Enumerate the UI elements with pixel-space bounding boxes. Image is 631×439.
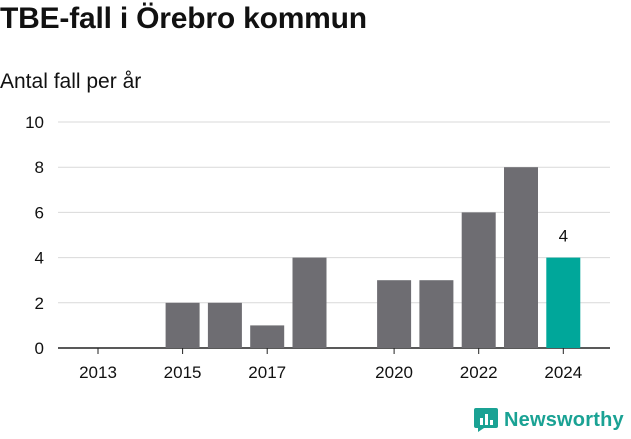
x-tick-label: 2013 [79, 363, 117, 382]
bar-2016 [207, 302, 242, 348]
bar-2023 [504, 167, 538, 348]
y-tick-label: 0 [35, 339, 44, 358]
bar-2017 [250, 325, 285, 348]
x-axis-ticks: 2013 2015 2017 2020 2022 2024 [79, 348, 582, 382]
bar-2020 [377, 280, 412, 348]
y-axis-ticks: 0 2 4 6 8 10 [25, 113, 44, 358]
newsworthy-icon [474, 408, 498, 432]
bar-2021 [419, 280, 454, 348]
bar-2022 [461, 212, 496, 348]
bar-2024 [546, 257, 581, 348]
data-label: 4 [559, 227, 568, 246]
x-tick-label: 2017 [248, 363, 286, 382]
x-tick-label: 2024 [544, 363, 582, 382]
bar-2015 [165, 302, 200, 348]
x-tick-label: 2022 [460, 363, 498, 382]
bars [165, 167, 581, 348]
chart-subtitle: Antal fall per år [0, 70, 142, 93]
y-tick-label: 6 [35, 203, 44, 222]
y-tick-label: 4 [35, 249, 44, 268]
y-tick-label: 10 [25, 113, 44, 132]
newsworthy-logo: Newsworthy [474, 408, 624, 432]
bar-chart: 0 2 4 6 8 10 4 2013 2015 2017 2020 2022 2024 [25, 113, 610, 382]
y-tick-label: 2 [35, 294, 44, 313]
y-tick-label: 8 [35, 158, 44, 177]
brand-name: Newsworthy [504, 408, 624, 431]
bar-2018 [292, 257, 327, 348]
x-tick-label: 2020 [375, 363, 413, 382]
chart-title: TBE-fall i Örebro kommun [0, 2, 367, 35]
x-tick-label: 2015 [164, 363, 202, 382]
data-labels: 4 [559, 227, 568, 246]
